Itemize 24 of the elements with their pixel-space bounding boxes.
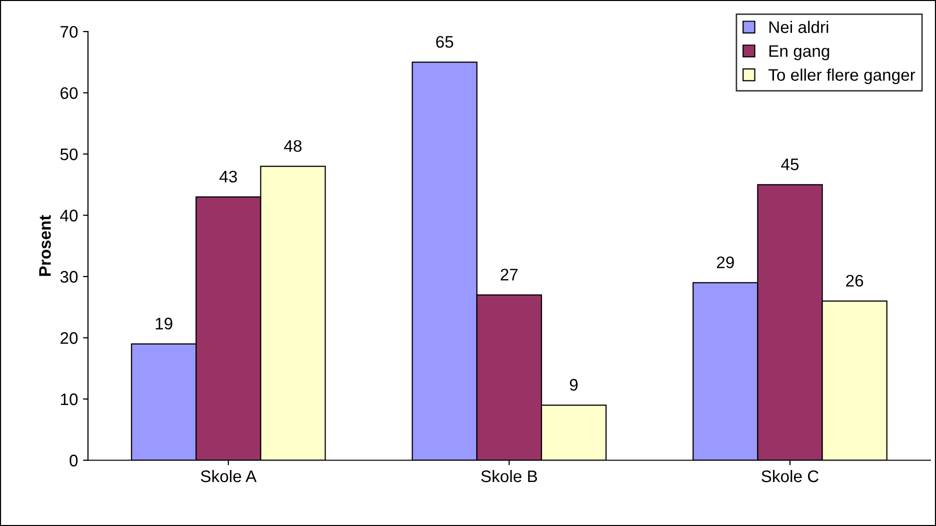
y-tick-label: 50 (60, 148, 78, 160)
data-label: 45 (781, 158, 799, 170)
y-tick-label: 30 (60, 270, 78, 283)
data-label: 26 (846, 274, 864, 287)
data-label: 43 (220, 170, 237, 183)
x-tick-label: Skole B (481, 470, 538, 482)
data-label: 65 (436, 36, 454, 48)
legend-label: Nei aldri (769, 20, 828, 34)
legend-label: To eller flere ganger (768, 68, 916, 84)
data-label: 19 (156, 318, 172, 330)
y-tick-label: 10 (60, 393, 78, 406)
y-tick-label: 40 (60, 210, 78, 222)
x-tick-label: Skole C (762, 470, 819, 482)
x-tick-label: Skole A (200, 470, 257, 482)
data-label: 29 (716, 256, 734, 268)
y-axis-title: Prosent (39, 215, 51, 276)
y-tick-label: 20 (60, 332, 78, 344)
y-tick-label: 60 (60, 87, 78, 100)
legend-label: En gang (769, 45, 830, 60)
data-label: 9 (570, 378, 578, 391)
data-label: 27 (500, 268, 518, 280)
data-label: 48 (284, 140, 302, 152)
y-tick-label: 0 (70, 454, 78, 466)
y-tick-label: 70 (60, 26, 78, 38)
